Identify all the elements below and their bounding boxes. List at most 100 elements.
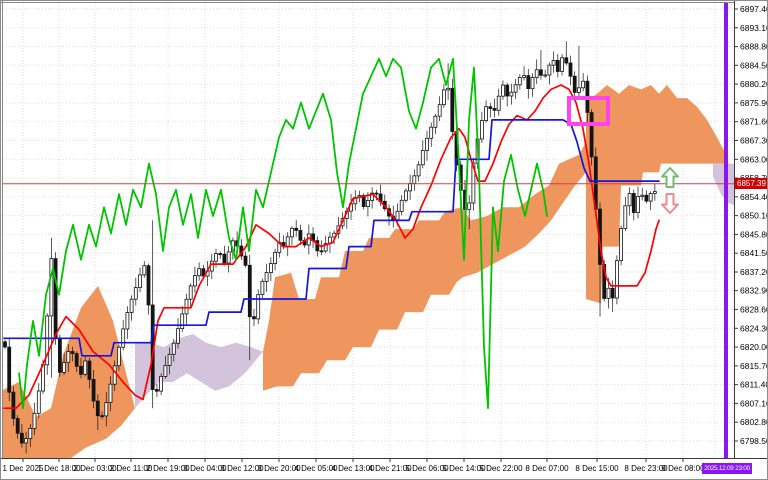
- candle-body: [509, 91, 514, 97]
- price-tick-label: 6897.40: [740, 4, 768, 14]
- candle-body: [24, 438, 29, 444]
- price-tick-label: 6884.50: [740, 60, 768, 70]
- candle-body: [87, 360, 92, 380]
- candle-body: [218, 253, 223, 256]
- candle-body: [543, 74, 548, 77]
- candle-body: [636, 195, 640, 213]
- highlight-rectangle[interactable]: [567, 96, 610, 126]
- candle-body: [412, 175, 417, 184]
- candle-body: [268, 263, 273, 274]
- time-tick-label: 3 Dec 12:00: [220, 464, 264, 473]
- candle-body: [133, 287, 138, 300]
- price-tick-label: 6798.50: [740, 436, 768, 446]
- candle-body: [319, 250, 324, 253]
- candle-body: [547, 64, 552, 76]
- candle-body: [619, 228, 623, 262]
- time-tick-label: 4 Dec 21:00: [368, 464, 412, 473]
- vertical-time-line[interactable]: [724, 3, 728, 458]
- candle-body: [171, 342, 176, 355]
- chikou-line: [18, 57, 548, 410]
- candle-body: [450, 87, 455, 132]
- candle-body: [117, 346, 121, 367]
- candle-body: [644, 194, 649, 202]
- candle-body: [28, 427, 33, 439]
- time-marker-label: 2025.12.09 23:00: [702, 463, 752, 474]
- candle-body: [125, 312, 130, 330]
- candle-body: [429, 126, 434, 139]
- time-tick-label: 8 Dec 15:00: [575, 464, 619, 473]
- candle-body: [11, 391, 16, 419]
- candle-body: [572, 75, 577, 93]
- candle-body: [142, 265, 147, 276]
- price-axis[interactable]: 6897.40 6893.10 6888.80 6884.50 6880.20 6875.…: [734, 1, 768, 459]
- candle-body: [15, 418, 20, 434]
- candle-body: [615, 260, 619, 299]
- candle-body: [294, 227, 299, 231]
- candle-body: [467, 202, 472, 210]
- candle-body: [53, 258, 58, 339]
- candle-body: [610, 287, 615, 299]
- candle-body: [222, 253, 227, 264]
- time-tick-label: 5 Dec 14:00: [442, 464, 486, 473]
- candle-body: [163, 364, 168, 377]
- candle-body: [564, 57, 569, 64]
- price-tick-label: 6824.30: [740, 323, 768, 333]
- candle-body: [201, 268, 206, 277]
- candle-body: [479, 120, 484, 140]
- candle-body: [129, 298, 134, 313]
- candle-body: [365, 200, 370, 207]
- candle-body: [522, 75, 526, 78]
- candle-body: [492, 108, 497, 111]
- candle-body: [623, 205, 628, 229]
- candle-body: [403, 190, 408, 201]
- candle-body: [433, 115, 438, 128]
- candle-body: [370, 192, 375, 201]
- candle-body: [32, 412, 37, 429]
- candle-body: [526, 75, 531, 89]
- candle-body: [252, 316, 256, 320]
- candle-body: [264, 272, 269, 282]
- price-tick-label: 6863.00: [740, 154, 768, 164]
- cloud-segment: [713, 163, 734, 206]
- candle-body: [146, 265, 151, 306]
- candle-body: [446, 87, 451, 91]
- candle-body: [513, 84, 518, 93]
- candle-body: [420, 149, 425, 166]
- price-tick-label: 6828.60: [740, 305, 768, 315]
- time-tick-label: 4 Dec 05:00: [294, 464, 338, 473]
- time-tick-label: 1 Dec 2025: [3, 464, 44, 473]
- candle-body: [104, 402, 109, 417]
- candle-body: [214, 253, 218, 262]
- candle-body: [91, 378, 96, 402]
- candle-body: [581, 80, 585, 89]
- candle-body: [247, 264, 252, 318]
- candle-body: [534, 69, 539, 79]
- tenkan-line: [3, 84, 660, 410]
- candle-body: [627, 193, 632, 207]
- candle-body: [226, 251, 231, 264]
- candle-body: [484, 106, 489, 121]
- plot-area[interactable]: [1, 3, 734, 465]
- up-arrow-icon[interactable]: [661, 167, 679, 188]
- cloud-segment: [135, 334, 263, 409]
- time-tick-label: 9 Dec 08:00: [661, 464, 705, 473]
- candle-body: [273, 252, 278, 265]
- price-tick-label: 6867.30: [740, 136, 768, 146]
- down-arrow-icon[interactable]: [661, 193, 679, 214]
- candle-body: [488, 106, 493, 109]
- candle-body: [551, 60, 556, 66]
- candle-body: [188, 285, 193, 300]
- candle-body: [66, 351, 71, 364]
- candle-body: [180, 313, 185, 329]
- candle-body: [416, 164, 421, 177]
- candle-body: [45, 315, 50, 366]
- candle-body: [184, 298, 189, 315]
- ichimoku-cloud: [3, 85, 734, 458]
- candle-body: [112, 365, 117, 385]
- candle-body: [79, 365, 83, 375]
- candle-body: [49, 258, 54, 317]
- candle-body: [530, 77, 535, 90]
